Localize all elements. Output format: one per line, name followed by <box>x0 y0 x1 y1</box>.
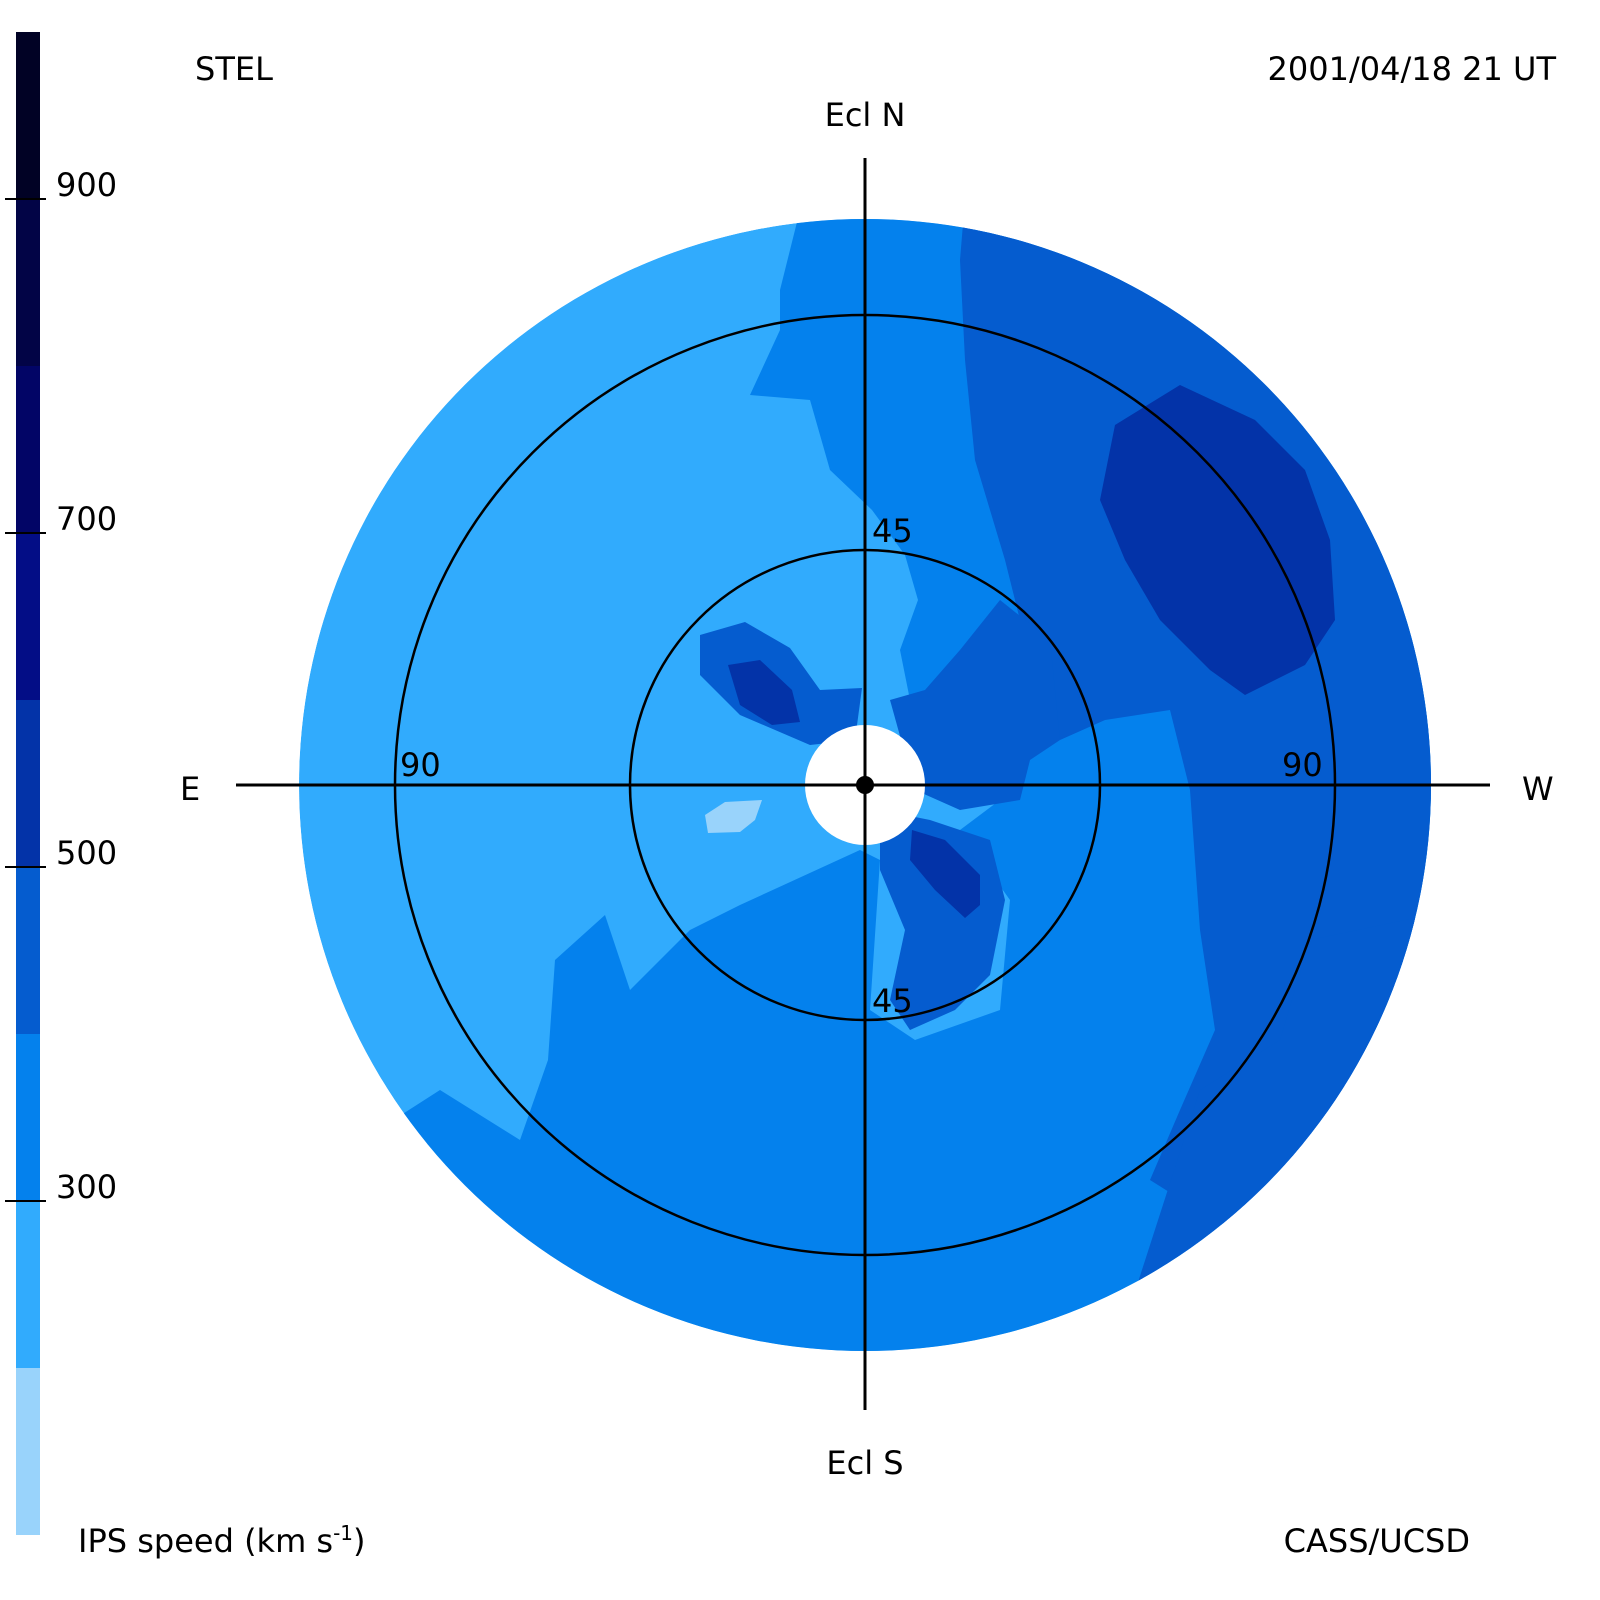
credit-label: CASS/UCSD <box>1284 1522 1470 1560</box>
field-region-fast-east-inner <box>890 600 1060 810</box>
field-region-fastest-north-inner <box>728 660 800 725</box>
colorbar-label-close: ) <box>353 1522 365 1560</box>
colorbar-level-2 <box>16 1201 40 1368</box>
ring-label-90-east: 90 <box>400 746 441 784</box>
ring-label-45-north: 45 <box>872 512 913 550</box>
ring-label-90-west: 90 <box>1282 746 1323 784</box>
colorbar-level-7 <box>16 366 40 533</box>
direction-label-north: Ecl N <box>825 96 906 134</box>
direction-label-south: Ecl S <box>826 1444 903 1482</box>
direction-label-east: E <box>180 770 200 808</box>
colorbar-level-3 <box>16 1034 40 1201</box>
colorbar-level-5 <box>16 700 40 867</box>
colorbar-label-main: IPS speed (km s <box>78 1522 333 1560</box>
colorbar-label: IPS speed (km s-1) <box>78 1521 366 1560</box>
timestamp-label: 2001/04/18 21 UT <box>1268 50 1557 88</box>
colorbar-level-9 <box>16 32 40 199</box>
colorbar-level-1 <box>16 1368 40 1535</box>
field-region-fast-south-inner <box>880 810 1005 1030</box>
colorbar-tick-label-500: 500 <box>56 834 117 872</box>
colorbar-level-8 <box>16 199 40 366</box>
sun-center-dot <box>856 776 874 794</box>
colorbar <box>16 32 40 1535</box>
colorbar-tick-label-700: 700 <box>56 500 117 538</box>
ring-label-45-south: 45 <box>872 982 913 1020</box>
field-region-fastest-west <box>1100 385 1335 695</box>
direction-label-west: W <box>1522 770 1554 808</box>
observatory-label: STEL <box>195 50 273 88</box>
colorbar-tick-label-300: 300 <box>56 1168 117 1206</box>
colorbar-tick-label-900: 900 <box>56 166 117 204</box>
colorbar-level-6 <box>16 533 40 700</box>
colorbar-level-4 <box>16 867 40 1034</box>
colorbar-ticks: 300 500 700 900 <box>5 166 117 1206</box>
field-region-fastest-south-inner <box>910 830 980 918</box>
colorbar-label-exponent: -1 <box>333 1521 353 1545</box>
field-region-slow-east-inner <box>705 800 762 833</box>
